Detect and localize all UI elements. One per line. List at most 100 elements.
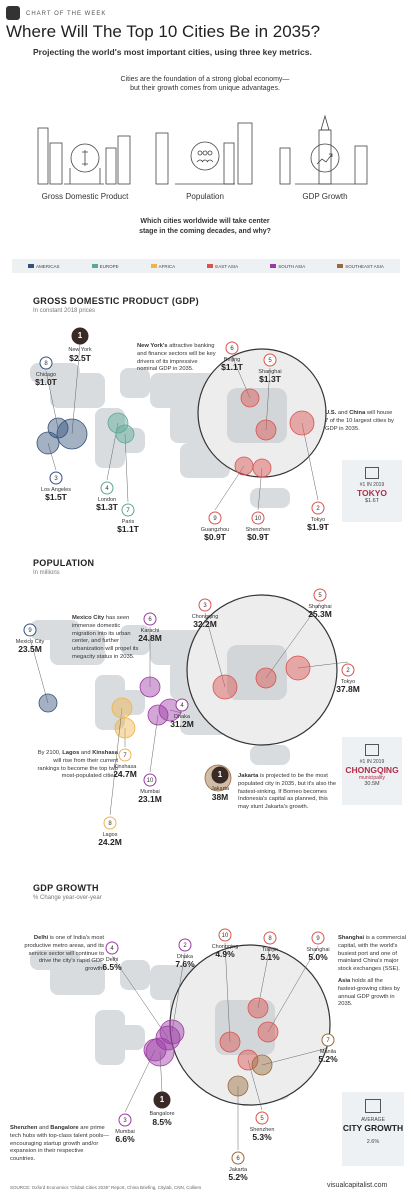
city-bubble-chicago [47, 417, 69, 439]
gdp-note-asia: U.S. and China will house 7 of the 10 la… [325, 410, 397, 433]
city-value: 23.5M [18, 644, 42, 654]
growth-note-delhi: Delhi is one of India's most productive … [22, 935, 104, 974]
city-name: Dhaka [174, 714, 191, 720]
city-name: Chicago [36, 372, 56, 378]
rank-badge [311, 501, 325, 515]
growth-section-subtitle: % Change year-over-year [33, 895, 102, 901]
city-name: Shenzhen [250, 1127, 275, 1133]
growth-section-title: GDP GROWTH [33, 883, 99, 893]
rank-badge [263, 353, 277, 367]
city-name: Mumbai [115, 1129, 135, 1135]
city-name: Delhi [106, 957, 119, 963]
rank-badge [143, 773, 157, 787]
legend-label: SOUTH ASIA [278, 263, 306, 269]
metric-label-growth: GDP Growth [302, 192, 348, 201]
population-section-subtitle: In millions [33, 570, 60, 576]
population-note-jakarta: Jakarta is projected to be the most popu… [238, 773, 338, 812]
city-bubble-beijing [240, 388, 260, 408]
question-line-1: Which cities worldwide will take center [140, 218, 270, 225]
rank-number: 5 [318, 593, 322, 599]
rank-badge [255, 1111, 269, 1125]
note-bold: Mexico City [72, 615, 105, 621]
region-legend: AMERICAS EUROPE AFRICA EAST ASIA SOUTH ASIA S… [12, 259, 400, 273]
city-bubble-mexico-city [38, 693, 58, 713]
growth-note-shanghai: Shanghai is a commercial capital, with t… [338, 935, 406, 974]
city-bubble-new-york [56, 418, 88, 450]
question-line-2: stage in the coming decades, and why? [139, 227, 271, 235]
metric-label-gdp: Gross Domestic Product [41, 192, 129, 201]
gdp-2019-card: #1 IN 2019 TOKYO $1.6T [342, 460, 402, 522]
note-bold: Shanghai [338, 935, 365, 941]
rank-number: 6 [236, 1156, 240, 1162]
rank-number: 1 [78, 331, 83, 340]
card-year: #1 IN 2019 [359, 482, 385, 488]
city-value: 23.1M [138, 794, 162, 804]
city-bubble-shanghai [257, 1021, 279, 1043]
rank-number: 4 [110, 946, 114, 952]
note-bold: New York's [137, 343, 168, 349]
city-value: 24.8M [138, 633, 162, 643]
note-text: is a commercial capital, with the world'… [338, 935, 406, 973]
city-bubble-manila [251, 1054, 273, 1076]
leader-line [204, 612, 226, 688]
rank-badge [251, 511, 265, 525]
city-value: 31.2M [170, 719, 194, 729]
source-text: SOURCE: Oxford Economics "Global Cities … [10, 1185, 202, 1190]
city-value: $1.1T [221, 362, 244, 372]
rank-badge [311, 931, 325, 945]
rank-number: 4 [105, 486, 109, 492]
legend-item: EUROPE [91, 264, 119, 269]
note-bold: Bangalore [50, 1125, 79, 1131]
rank-number: 10 [147, 778, 154, 784]
rank-number: 1 [218, 770, 223, 779]
page-title: Where Will The Top 10 Cities Be in 2035? [6, 22, 321, 41]
leader-line [257, 467, 263, 511]
card-title-2: CITY GROWTH [342, 1123, 404, 1133]
growth-world-map: 1Bangalore8.5%2Dhaka7.6%3Mumbai6.6%4Delh… [30, 928, 338, 1182]
legend-item: AMERICAS [28, 264, 60, 269]
legend-swatch [270, 264, 277, 268]
leader-line [169, 709, 183, 714]
card-value: 2.6% [366, 1139, 380, 1145]
note-text: attractive banking and finance sectors w… [137, 343, 216, 373]
land-shape [250, 745, 290, 765]
note-text: will house 7 of the 10 largest cities by… [325, 410, 394, 432]
rank-badge [121, 503, 135, 517]
population-world-map: 1Jakarta38M2Tokyo37.8M3Chongqing32.2M4Dh… [16, 588, 360, 847]
leader-line [47, 442, 57, 471]
rank-badge [103, 816, 117, 830]
city-value: 5.3% [252, 1132, 272, 1142]
legend-item: SOUTH ASIA [270, 264, 305, 269]
rank-badge [231, 1151, 245, 1165]
city-value: $1.3T [96, 502, 119, 512]
logo-icon [6, 6, 20, 20]
rank-number: 8 [108, 821, 112, 827]
legend-swatch [28, 264, 35, 268]
rank-badge [218, 928, 232, 942]
land-shape [50, 373, 105, 408]
city-name: Tianjin [262, 947, 278, 953]
card-city: TOKYO [356, 488, 388, 498]
legend-item: SOUTHEAST ASIA [337, 264, 384, 269]
city-name: Mumbai [140, 789, 160, 795]
city-name: Shanghai [308, 604, 331, 610]
leader-line [171, 952, 186, 1033]
rank-number: 8 [44, 361, 48, 367]
city-name: Tokyo [341, 679, 355, 685]
city-name: Paris [122, 519, 135, 525]
land-shape [50, 960, 105, 995]
land-shape [120, 625, 150, 655]
city-name: Los Angeles [41, 487, 71, 493]
city-value: $1.9T [307, 522, 330, 532]
city-bubble-tokyo [285, 655, 311, 681]
leader-line [159, 1051, 163, 1093]
city-name: Jakarta [229, 1167, 248, 1173]
legend-label: AFRICA [158, 263, 176, 269]
city-value: 24.2M [98, 837, 122, 847]
note-text: will rise from their current rankings to… [37, 757, 118, 780]
legend-swatch [91, 264, 98, 268]
gdp-section-title: GROSS DOMESTIC PRODUCT (GDP) [33, 296, 199, 306]
population-section-title: POPULATION [33, 558, 95, 568]
city-value: 8.5% [152, 1117, 172, 1127]
rank-number: 10 [222, 933, 229, 939]
